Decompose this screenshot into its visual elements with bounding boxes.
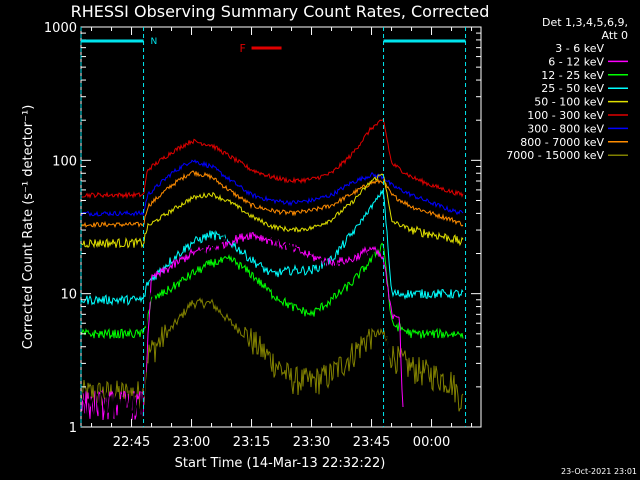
series-line — [81, 170, 464, 228]
legend-header-line-1: Det 1,3,4,5,6,9, — [542, 16, 628, 29]
chart-title: RHESSI Observing Summary Count Rates, Co… — [71, 2, 490, 21]
series-line — [81, 118, 464, 200]
legend-label: 100 - 300 keV — [527, 109, 604, 122]
flare-flag-label: F — [240, 42, 246, 55]
x-tick-label: 23:30 — [293, 435, 330, 450]
x-tick-label: 23:15 — [233, 435, 270, 450]
night-flag-label: N — [151, 37, 158, 47]
footer-timestamp: 23-Oct-2021 23:01 — [561, 467, 637, 476]
y-axis-label: Corrected Count Rate (s⁻¹ detector⁻¹) — [21, 105, 36, 350]
legend-label: 7000 - 15000 keV — [506, 149, 604, 162]
y-tick-label: 10 — [60, 288, 77, 303]
plot-area — [81, 118, 464, 421]
x-tick-label: 23:45 — [353, 435, 390, 450]
x-tick-label: 00:00 — [413, 435, 450, 450]
y-tick-label: 1000 — [44, 21, 77, 36]
legend-label: 6 - 12 keV — [548, 55, 604, 68]
x-axis-label: Start Time (14-Mar-13 22:32:22) — [175, 456, 386, 471]
y-tick-label: 100 — [52, 154, 77, 169]
legend-label: 50 - 100 keV — [534, 96, 604, 109]
series-line — [81, 173, 464, 249]
series-line — [81, 189, 464, 307]
legend-label: 25 - 50 keV — [541, 82, 604, 95]
series-line — [81, 218, 392, 421]
y-tick-label: 1 — [69, 421, 77, 436]
x-tick-label: 23:00 — [173, 435, 210, 450]
legend-label: 3 - 6 keV — [555, 42, 604, 55]
legend-label: 800 - 7000 keV — [520, 136, 604, 149]
legend-label: 12 - 25 keV — [541, 69, 604, 82]
series-line — [81, 159, 464, 217]
axes: 22:45 23:00 23:15 23:30 23:45 00:00 1 10 100 1000 — [44, 21, 481, 450]
x-tick-label: 22:45 — [113, 435, 150, 450]
legend-label: 300 - 800 keV — [527, 122, 604, 135]
legend-header-line-2: Att 0 — [602, 29, 628, 42]
